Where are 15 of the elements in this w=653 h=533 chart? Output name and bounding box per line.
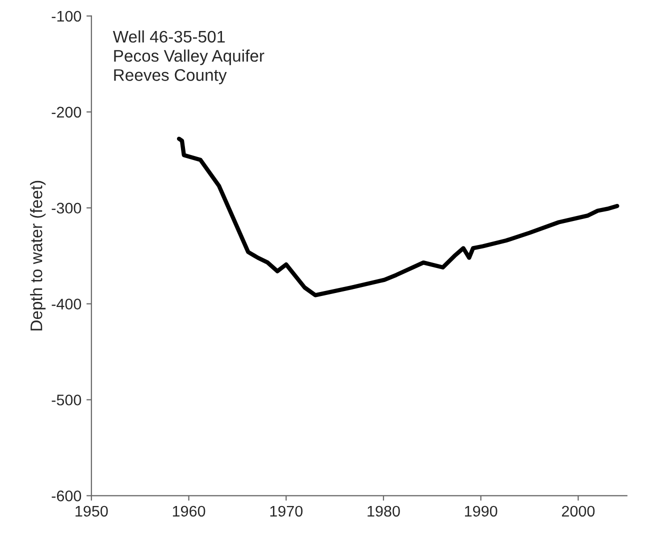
- x-tick-label: 1950: [76, 506, 108, 517]
- x-tick-label: 2000: [562, 506, 595, 517]
- x-tick-label: 1990: [465, 506, 498, 517]
- y-tick-label: -400: [52, 298, 82, 310]
- x-tick-label: 1960: [172, 506, 206, 517]
- y-tick-label: -200: [52, 106, 82, 118]
- y-tick-label: -600: [52, 490, 82, 502]
- y-tick-label: -100: [52, 10, 82, 22]
- y-axis-title: Depth to water (feet): [30, 180, 46, 330]
- x-tick-label: 1980: [368, 506, 400, 517]
- annotation: Well 46-35-501 Pecos Valley Aquifer Reeves County: [112, 30, 264, 84]
- line-series: [176, 136, 620, 298]
- y-tick-label: -300: [52, 202, 82, 214]
- y-tick-label: -500: [52, 394, 82, 406]
- x-tick-label: 1970: [270, 506, 303, 517]
